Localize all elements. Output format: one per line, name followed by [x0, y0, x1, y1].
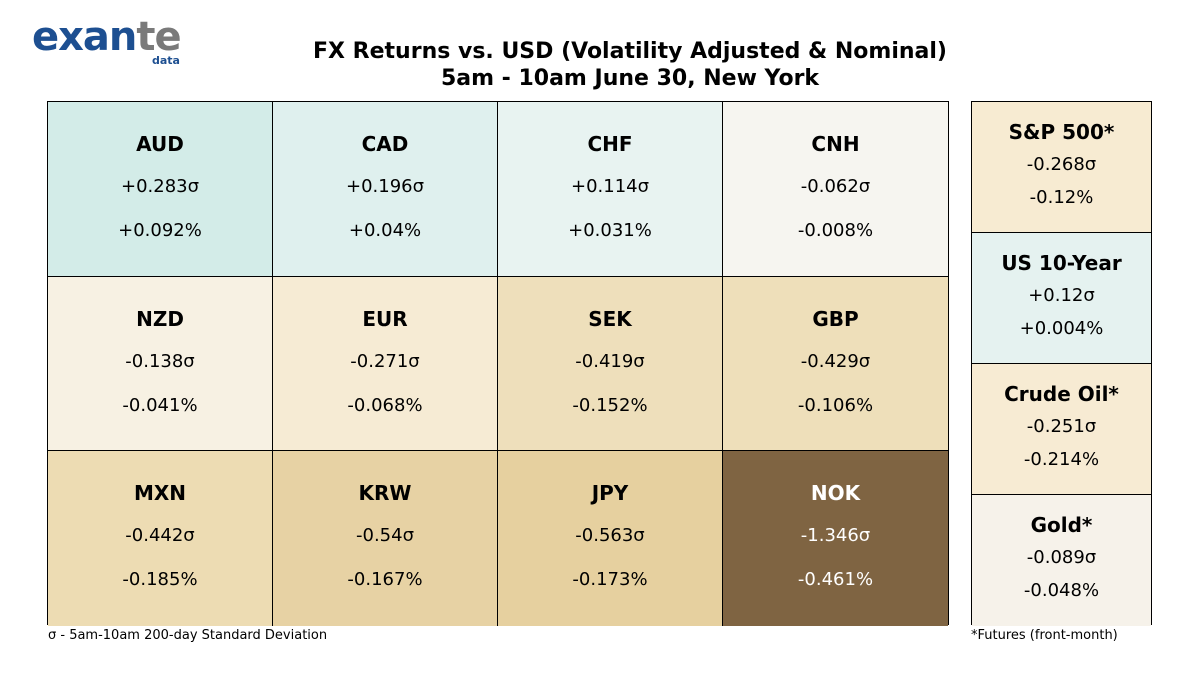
asset-cell-gold: Gold* -0.089σ -0.048%	[972, 495, 1151, 626]
asset-pct: -0.214%	[1023, 449, 1100, 470]
currency-pct: -0.185%	[122, 569, 198, 590]
fx-returns-grid: AUD +0.283σ +0.092% CAD +0.196σ +0.04% CHF +0.1…	[47, 101, 949, 626]
currency-cell-sek: SEK -0.419σ -0.152%	[498, 276, 723, 451]
currency-cell-nzd: NZD -0.138σ -0.041%	[48, 276, 273, 451]
currency-cell-cad: CAD +0.196σ +0.04%	[273, 102, 498, 277]
other-assets-column: S&P 500* -0.268σ -0.12% US 10-Year +0.12σ +0.…	[971, 101, 1152, 626]
asset-name: Gold*	[1030, 513, 1093, 537]
currency-cell-krw: KRW -0.54σ -0.167%	[273, 451, 498, 626]
sigma-footnote: σ - 5am-10am 200-day Standard Deviation	[48, 628, 328, 643]
asset-name: Crude Oil*	[1004, 382, 1119, 406]
currency-pct: +0.04%	[348, 220, 422, 241]
futures-footnote: *Futures (front-month)	[971, 628, 1118, 643]
currency-cell-gbp: GBP -0.429σ -0.106%	[723, 276, 948, 451]
currency-sigma: -0.062σ	[800, 176, 871, 197]
currency-cell-mxn: MXN -0.442σ -0.185%	[48, 451, 273, 626]
currency-cell-aud: AUD +0.283σ +0.092%	[48, 102, 273, 277]
currency-sigma: +0.196σ	[345, 176, 425, 197]
currency-sigma: -0.138σ	[125, 350, 195, 372]
currency-sigma: -0.54σ	[356, 525, 414, 546]
currency-pct: +0.092%	[118, 220, 202, 241]
asset-name: US 10-Year	[1001, 251, 1122, 275]
currency-pct: -0.167%	[347, 569, 423, 590]
currency-pct: +0.031%	[568, 220, 652, 241]
currency-pct: -0.041%	[122, 394, 198, 416]
currency-cell-nok: NOK -1.346σ -0.461%	[723, 451, 948, 626]
currency-name: NOK	[810, 481, 861, 505]
chart-title: FX Returns vs. USD (Volatility Adjusted …	[230, 38, 1030, 92]
currency-sigma: -0.419σ	[575, 350, 645, 372]
asset-pct: -0.048%	[1023, 580, 1100, 601]
exante-logo: exante data	[32, 14, 182, 67]
currency-cell-chf: CHF +0.114σ +0.031%	[498, 102, 723, 277]
asset-cell-s-p-500: S&P 500* -0.268σ -0.12%	[972, 102, 1151, 233]
currency-pct: -0.461%	[797, 569, 874, 590]
currency-cell-eur: EUR -0.271σ -0.068%	[273, 276, 498, 451]
currency-sigma: -0.563σ	[575, 525, 645, 546]
currency-name: MXN	[133, 481, 187, 505]
currency-sigma: -1.346σ	[800, 525, 871, 546]
currency-cell-jpy: JPY -0.563σ -0.173%	[498, 451, 723, 626]
currency-name: CNH	[811, 132, 860, 156]
currency-name: AUD	[136, 132, 184, 156]
logo-wordmark: exante	[32, 14, 182, 60]
asset-pct: -0.12%	[1029, 187, 1094, 208]
asset-cell-us-10-year: US 10-Year +0.12σ +0.004%	[972, 233, 1151, 364]
currency-pct: -0.068%	[347, 394, 423, 416]
currency-sigma: -0.429σ	[800, 350, 871, 372]
currency-sigma: +0.283σ	[120, 176, 200, 197]
currency-name: NZD	[136, 306, 184, 331]
currency-cell-cnh: CNH -0.062σ -0.008%	[723, 102, 948, 277]
currency-name: EUR	[362, 306, 408, 331]
asset-sigma: +0.12σ	[1028, 285, 1095, 306]
currency-pct: -0.008%	[797, 220, 874, 241]
currency-name: GBP	[812, 306, 859, 331]
currency-pct: -0.152%	[572, 394, 648, 416]
title-line-2: 5am - 10am June 30, New York	[440, 66, 820, 91]
currency-sigma: +0.114σ	[570, 176, 650, 197]
currency-pct: -0.173%	[572, 569, 648, 590]
asset-name: S&P 500*	[1008, 120, 1115, 144]
asset-pct: +0.004%	[1019, 318, 1104, 339]
currency-sigma: -0.442σ	[125, 525, 195, 546]
asset-sigma: -0.268σ	[1026, 154, 1097, 175]
currency-pct: -0.106%	[797, 394, 874, 416]
currency-name: JPY	[591, 481, 629, 505]
asset-sigma: -0.089σ	[1026, 547, 1097, 568]
currency-name: KRW	[358, 481, 412, 505]
currency-name: SEK	[588, 306, 632, 331]
title-line-1: FX Returns vs. USD (Volatility Adjusted …	[313, 39, 947, 64]
currency-name: CHF	[587, 132, 633, 156]
asset-sigma: -0.251σ	[1026, 416, 1097, 437]
logo-subtext: data	[152, 54, 180, 67]
asset-cell-crude-oil: Crude Oil* -0.251σ -0.214%	[972, 364, 1151, 495]
currency-name: CAD	[361, 132, 409, 156]
currency-sigma: -0.271σ	[350, 350, 420, 372]
